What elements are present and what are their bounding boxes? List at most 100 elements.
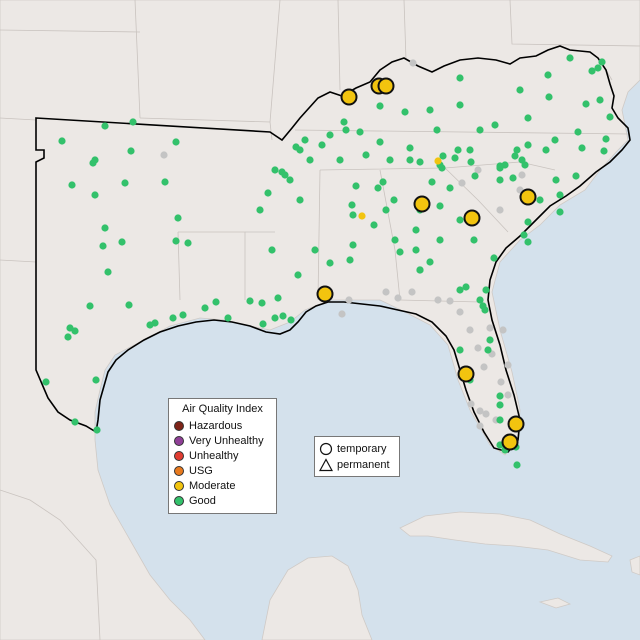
sensor-marker — [412, 246, 420, 254]
sensor-marker — [160, 151, 168, 159]
sensor-marker — [458, 179, 466, 187]
sensor-marker — [184, 239, 192, 247]
sensor-marker — [436, 202, 444, 210]
sensor-marker — [600, 147, 608, 155]
sensor-marker — [482, 286, 490, 294]
sensor-marker — [456, 346, 464, 354]
sensor-marker — [127, 147, 135, 155]
sensor-marker — [286, 176, 294, 184]
sensor-marker — [318, 141, 326, 149]
legend-label: Hazardous — [189, 420, 243, 432]
sensor-marker — [566, 54, 574, 62]
aqi-legend: Air Quality Index Hazardous Very Unhealt… — [168, 398, 277, 514]
sensor-marker — [466, 146, 474, 154]
legend-item-very-unhealthy: Very Unhealthy — [174, 434, 264, 448]
sensor-marker — [71, 327, 79, 335]
legend-title: Air Quality Index — [182, 403, 263, 415]
sensor-marker — [256, 206, 264, 214]
sensor-marker — [362, 151, 370, 159]
sensor-marker — [596, 96, 604, 104]
sensor-marker — [428, 178, 436, 186]
sensor-markers — [42, 54, 614, 469]
legend-item-usg: USG — [174, 464, 213, 478]
sensor-marker — [479, 302, 487, 310]
sensor-marker — [89, 159, 97, 167]
sensor-marker — [462, 283, 470, 291]
sensor-marker — [86, 302, 94, 310]
sensor-marker — [486, 336, 494, 344]
sensor-marker — [172, 138, 180, 146]
sensor-marker — [501, 433, 519, 451]
sensor-marker — [161, 178, 169, 186]
sensor-marker — [348, 201, 356, 209]
sensor-marker — [519, 188, 537, 206]
sensor-marker — [476, 296, 484, 304]
sensor-marker — [346, 256, 354, 264]
sensor-marker — [499, 326, 507, 334]
sensor-marker — [509, 174, 517, 182]
sensor-marker — [504, 361, 512, 369]
sensor-marker — [426, 258, 434, 266]
sensor-marker — [433, 126, 441, 134]
sensor-marker — [513, 146, 521, 154]
legend-label: permanent — [337, 459, 390, 471]
sensor-marker — [377, 77, 395, 95]
sensor-marker — [551, 136, 559, 144]
sensor-marker — [101, 224, 109, 232]
sensor-marker — [271, 166, 279, 174]
sensor-marker — [606, 113, 614, 121]
sensor-marker — [129, 118, 137, 126]
legend-item-good: Good — [174, 494, 216, 508]
unhealthy-swatch-icon — [174, 451, 184, 461]
sensor-marker — [311, 246, 319, 254]
sensor-marker — [496, 164, 504, 172]
sensor-marker — [496, 392, 504, 400]
sensor-marker — [518, 171, 526, 179]
land-jamaica — [538, 597, 572, 609]
sensor-marker — [574, 128, 582, 136]
sensor-type-legend: temporary permanent — [314, 436, 400, 477]
sensor-marker — [68, 181, 76, 189]
sensor-marker — [545, 93, 553, 101]
sensor-marker — [396, 248, 404, 256]
sensor-marker — [471, 172, 479, 180]
sensor-marker — [172, 237, 180, 245]
sensor-marker — [376, 102, 384, 110]
sensor-marker — [476, 126, 484, 134]
sensor-marker — [524, 114, 532, 122]
sensor-marker — [174, 214, 182, 222]
sensor-marker — [434, 157, 442, 165]
sensor-marker — [376, 138, 384, 146]
sensor-marker — [486, 324, 494, 332]
legend-label: Good — [189, 495, 216, 507]
sensor-marker — [125, 301, 133, 309]
sensor-marker — [511, 152, 519, 160]
sensor-marker — [274, 294, 282, 302]
sensor-marker — [201, 304, 209, 312]
sensor-marker — [101, 122, 109, 130]
sensor-marker — [306, 156, 314, 164]
sensor-marker — [92, 376, 100, 384]
legend-label: Very Unhealthy — [189, 435, 264, 447]
sensor-marker — [386, 156, 394, 164]
sensor-marker — [169, 314, 177, 322]
legend-item-permanent: permanent — [319, 458, 390, 472]
sensor-marker — [349, 241, 357, 249]
sensor-marker — [556, 191, 564, 199]
sensor-marker — [338, 310, 346, 318]
sensor-marker — [358, 212, 366, 220]
sensor-marker — [482, 410, 490, 418]
sensor-marker — [556, 208, 564, 216]
sensor-marker — [356, 128, 364, 136]
sensor-marker — [456, 286, 464, 294]
sensor-marker — [409, 59, 417, 67]
very-unhealthy-swatch-icon — [174, 436, 184, 446]
sensor-marker — [572, 172, 580, 180]
sensor-marker — [296, 196, 304, 204]
sensor-marker — [474, 166, 482, 174]
sensor-marker — [497, 378, 505, 386]
sensor-marker — [457, 365, 475, 383]
sensor-marker — [496, 176, 504, 184]
